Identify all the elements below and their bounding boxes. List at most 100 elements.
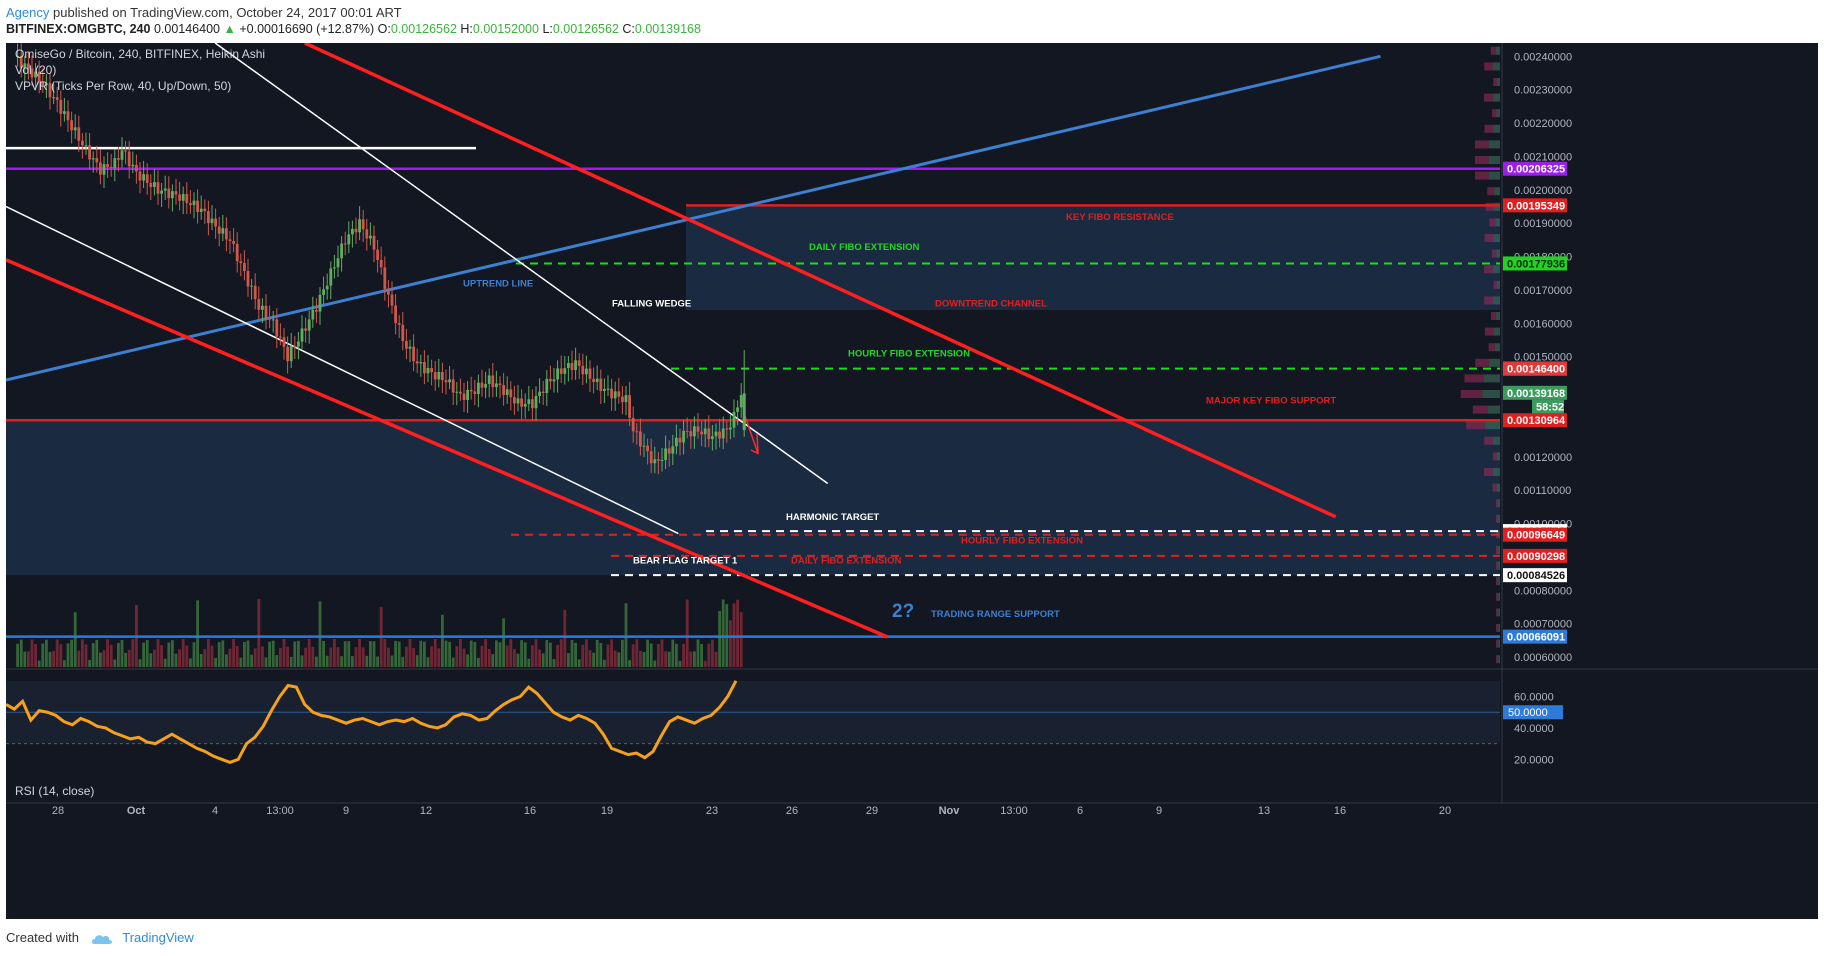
vpvr-bar-up (1492, 483, 1497, 492)
candle-body (433, 372, 437, 380)
price-badge (1503, 361, 1567, 376)
candle-body (113, 158, 117, 169)
volume-bar (513, 649, 516, 667)
time-tick-label: 26 (786, 805, 798, 817)
candle-body (63, 111, 66, 114)
publish-line: Agency published on TradingView.com, Oct… (6, 5, 402, 20)
candle-body (624, 395, 628, 403)
candle-body (509, 389, 513, 398)
volume-bar (329, 647, 333, 667)
candle-body (693, 426, 696, 437)
price-tick-label: 0.00110000 (1514, 485, 1571, 497)
volume-bar (502, 618, 505, 667)
candle-body (117, 158, 120, 160)
candle-body (635, 431, 639, 433)
legend-rsi: RSI (14, close) (15, 784, 94, 798)
candle-body (513, 397, 516, 404)
vpvr-bar-up (1488, 343, 1495, 352)
arrow-down-icon (743, 413, 759, 455)
volume-bar (635, 639, 639, 667)
volume-bar (419, 640, 423, 667)
vpvr-bar-up (1484, 234, 1494, 242)
close-label: C: (622, 22, 635, 36)
vpvr-bar-down (1493, 124, 1500, 133)
vpvr-bar-down (1492, 296, 1500, 305)
volume-bar (297, 640, 300, 667)
volume-bar (311, 646, 315, 667)
volume-bar (660, 639, 664, 667)
volume-bar (286, 646, 289, 667)
high-label: H: (460, 22, 473, 36)
candle-body (37, 71, 41, 82)
volume-bar (354, 647, 358, 667)
candle-body (102, 164, 106, 175)
price-tick-label: 0.00060000 (1514, 652, 1572, 664)
chart-panel[interactable]: KEY FIBO RESISTANCE DAILY FIBO EXTENSION U… (6, 43, 1818, 919)
volume-bar (696, 639, 700, 667)
volume-bar (595, 639, 599, 667)
volume-bar (455, 646, 459, 667)
vpvr-bar-down (1498, 655, 1500, 664)
candle-body (415, 361, 419, 364)
vpvr-bar-down (1498, 608, 1500, 617)
rsi-line (6, 680, 738, 765)
candle-body (477, 382, 480, 394)
candle-body (365, 229, 369, 239)
candle-body (300, 328, 304, 342)
price-badge-label: 0.00066091 (1507, 632, 1565, 644)
candle-body (617, 391, 621, 397)
vpvr-bar-up (1491, 249, 1497, 258)
candle-body (574, 360, 577, 371)
vpvr-bar-down (1493, 234, 1500, 242)
volume-bar (408, 639, 412, 667)
annotation-label: TRADING RANGE SUPPORT (931, 609, 1060, 620)
volume-bar (30, 639, 34, 667)
volume-bar (383, 639, 387, 667)
volume-bar (275, 655, 279, 667)
price-chart-svg[interactable]: KEY FIBO RESISTANCE DAILY FIBO EXTENSION U… (6, 43, 1818, 919)
price-axis[interactable] (1502, 43, 1818, 919)
vpvr-bar-up (1484, 124, 1494, 133)
volume-bar (437, 648, 441, 667)
vpvr-bar-down (1494, 187, 1500, 196)
volume-bar (624, 603, 628, 667)
candle-body (653, 459, 657, 464)
vpvr-bar-down (1498, 546, 1500, 554)
volume-bar (19, 639, 23, 667)
price-tick-label: 0.00220000 (1514, 118, 1572, 130)
open-label: O: (377, 22, 391, 36)
volume-bar (520, 640, 523, 667)
author-link[interactable]: Agency (6, 5, 50, 20)
volume-bar (304, 647, 307, 667)
candle-body (732, 411, 736, 428)
volume-bar (480, 645, 484, 667)
volume-bar (293, 641, 297, 667)
volume-bar (642, 652, 646, 667)
candle-body (207, 211, 210, 224)
volume-bar (264, 657, 268, 667)
volume-bar (340, 656, 343, 667)
volume-bar (59, 644, 63, 667)
vpvr-bar-up (1484, 62, 1493, 71)
candle-body (264, 305, 268, 319)
candle-body (347, 234, 351, 245)
candle-body (120, 150, 124, 160)
volume-bar (91, 643, 95, 667)
vpvr-bar-up (1460, 390, 1483, 398)
candle-body (412, 346, 415, 362)
candle-body (246, 271, 250, 287)
volume-bar (318, 601, 322, 667)
candle-body (657, 459, 660, 461)
price-badge (1503, 161, 1567, 176)
candle-body (603, 388, 606, 392)
tradingview-link[interactable]: TradingView (122, 930, 194, 945)
volume-bar (523, 642, 527, 667)
volume-bar (160, 645, 163, 667)
candle-body (606, 388, 610, 390)
candle-body (181, 193, 185, 201)
volume-bar (621, 639, 624, 667)
annotation-label: KEY FIBO RESISTANCE (1066, 212, 1174, 223)
vpvr-bar-up (1475, 358, 1489, 367)
annotation-label: HARMONIC TARGET (786, 512, 879, 523)
candle-body (729, 427, 732, 430)
